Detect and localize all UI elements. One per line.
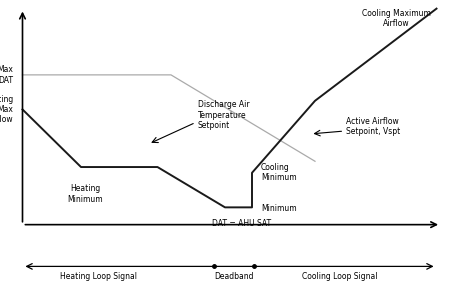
- Text: Discharge Air
Temperature
Setpoint: Discharge Air Temperature Setpoint: [198, 100, 250, 130]
- Text: Deadband: Deadband: [214, 272, 254, 281]
- Text: Cooling
Minimum: Cooling Minimum: [261, 163, 297, 183]
- Text: Max
DAT: Max DAT: [0, 65, 14, 85]
- Text: Heating
Max
Airflow: Heating Max Airflow: [0, 94, 14, 124]
- Text: Active Airflow
Setpoint, Vspt: Active Airflow Setpoint, Vspt: [346, 117, 401, 137]
- Text: Minimum: Minimum: [261, 204, 297, 213]
- Text: Cooling Maximum
Airflow: Cooling Maximum Airflow: [361, 9, 431, 28]
- Text: Cooling Loop Signal: Cooling Loop Signal: [302, 272, 378, 281]
- Text: DAT = AHU SAT: DAT = AHU SAT: [212, 219, 270, 228]
- Text: Heating
Minimum: Heating Minimum: [68, 184, 104, 204]
- Text: Heating Loop Signal: Heating Loop Signal: [60, 272, 138, 281]
